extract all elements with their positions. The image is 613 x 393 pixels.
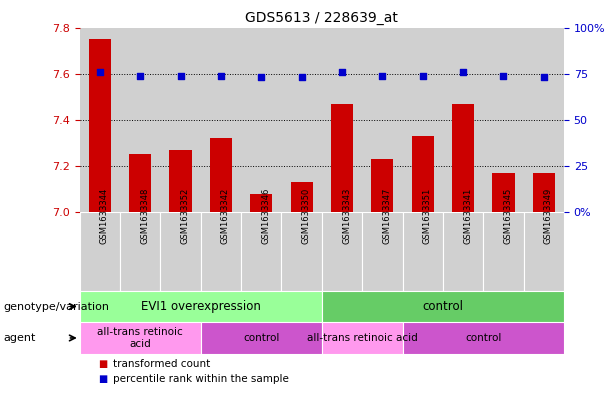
Bar: [80, 322, 201, 354]
Bar: [281, 212, 322, 291]
Bar: [322, 212, 362, 291]
Text: percentile rank within the sample: percentile rank within the sample: [113, 374, 289, 384]
Bar: [241, 28, 281, 212]
Point: [176, 72, 186, 79]
Bar: [362, 212, 403, 291]
Bar: [524, 28, 564, 212]
Text: GSM1633341: GSM1633341: [463, 188, 472, 244]
Text: GSM1633348: GSM1633348: [140, 188, 149, 244]
Text: control: control: [243, 333, 280, 343]
Bar: [362, 28, 403, 212]
Bar: [492, 173, 514, 212]
Bar: [403, 212, 443, 291]
Bar: [371, 159, 394, 212]
Text: EVI1 overexpression: EVI1 overexpression: [141, 300, 261, 313]
Bar: [201, 212, 241, 291]
Bar: [291, 182, 313, 212]
Bar: [80, 291, 322, 322]
Text: control: control: [465, 333, 501, 343]
Text: agent: agent: [3, 333, 36, 343]
Bar: [120, 28, 161, 212]
Point: [539, 74, 549, 81]
Bar: [201, 28, 241, 212]
Text: transformed count: transformed count: [113, 358, 211, 369]
Text: ■: ■: [98, 374, 107, 384]
Bar: [322, 322, 403, 354]
Text: ■: ■: [98, 358, 107, 369]
Bar: [161, 28, 201, 212]
Text: GSM1633352: GSM1633352: [181, 188, 189, 244]
Text: GSM1633347: GSM1633347: [383, 188, 391, 244]
Bar: [322, 291, 564, 322]
Bar: [322, 28, 362, 212]
Bar: [169, 150, 192, 212]
Text: all-trans retinoic
acid: all-trans retinoic acid: [97, 327, 183, 349]
Bar: [403, 322, 564, 354]
Text: GSM1633346: GSM1633346: [261, 188, 270, 244]
Text: GSM1633342: GSM1633342: [221, 188, 230, 244]
Bar: [443, 28, 483, 212]
Point: [256, 74, 266, 81]
Point: [216, 72, 226, 79]
Point: [458, 69, 468, 75]
Bar: [201, 322, 322, 354]
Bar: [411, 136, 434, 212]
Bar: [210, 138, 232, 212]
Bar: [281, 28, 322, 212]
Text: GSM1633350: GSM1633350: [302, 188, 311, 244]
Bar: [443, 212, 483, 291]
Bar: [161, 212, 201, 291]
Point: [95, 69, 105, 75]
Point: [135, 72, 145, 79]
Bar: [452, 104, 474, 212]
Text: GSM1633345: GSM1633345: [503, 188, 512, 244]
Bar: [483, 28, 524, 212]
Point: [378, 72, 387, 79]
Bar: [80, 28, 120, 212]
Bar: [89, 39, 111, 212]
Point: [297, 74, 306, 81]
Bar: [250, 194, 272, 212]
Bar: [524, 212, 564, 291]
Text: genotype/variation: genotype/variation: [3, 301, 109, 312]
Bar: [331, 104, 353, 212]
Bar: [533, 173, 555, 212]
Text: GSM1633349: GSM1633349: [544, 188, 553, 244]
Point: [418, 72, 428, 79]
Bar: [129, 154, 151, 212]
Bar: [120, 212, 161, 291]
Point: [337, 69, 347, 75]
Title: GDS5613 / 228639_at: GDS5613 / 228639_at: [245, 11, 398, 25]
Bar: [241, 212, 281, 291]
Point: [498, 72, 508, 79]
Bar: [483, 212, 524, 291]
Text: GSM1633343: GSM1633343: [342, 188, 351, 244]
Bar: [80, 212, 120, 291]
Text: all-trans retinoic acid: all-trans retinoic acid: [306, 333, 417, 343]
Text: GSM1633351: GSM1633351: [423, 188, 432, 244]
Bar: [403, 28, 443, 212]
Text: control: control: [422, 300, 463, 313]
Text: GSM1633344: GSM1633344: [100, 188, 109, 244]
